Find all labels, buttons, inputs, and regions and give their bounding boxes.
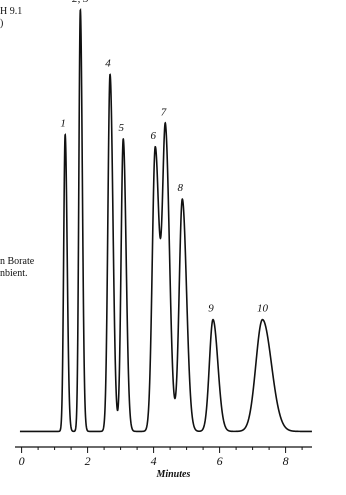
x-tick-label: 6 xyxy=(217,454,223,468)
x-tick-label: 2 xyxy=(85,454,91,468)
chromatogram-trace xyxy=(19,8,312,433)
peak-label: 4 xyxy=(105,58,111,70)
peak-label: 5 xyxy=(118,122,124,134)
peak-labels: 1 2, 3 4 5 67 8 9 10 xyxy=(60,0,268,315)
peak-label: 9 xyxy=(208,303,214,315)
peak-label: 10 xyxy=(257,303,269,315)
x-tick-label: 8 xyxy=(283,454,289,468)
peak-label: 1 xyxy=(60,118,66,130)
conditions-line: nbient. xyxy=(0,268,28,279)
conditions-text-mid: n Borate nbient. xyxy=(0,256,34,280)
peak-label: 8 xyxy=(178,182,184,194)
peak-label: 2, 3 xyxy=(72,0,89,5)
x-tick-label: 0 xyxy=(19,454,25,468)
x-tick-label: 4 xyxy=(151,454,157,468)
conditions-line: ) xyxy=(0,18,4,29)
conditions-line: n Borate xyxy=(0,256,35,267)
conditions-line: H 9.1 xyxy=(0,6,23,17)
x-axis: 0 2 4 6 8 xyxy=(15,446,312,468)
x-axis-title: Minutes xyxy=(155,469,190,480)
peak-label: 7 xyxy=(161,107,167,119)
peak-label: 6 xyxy=(151,130,157,142)
conditions-text-top: H 9.1 ) xyxy=(0,6,22,30)
